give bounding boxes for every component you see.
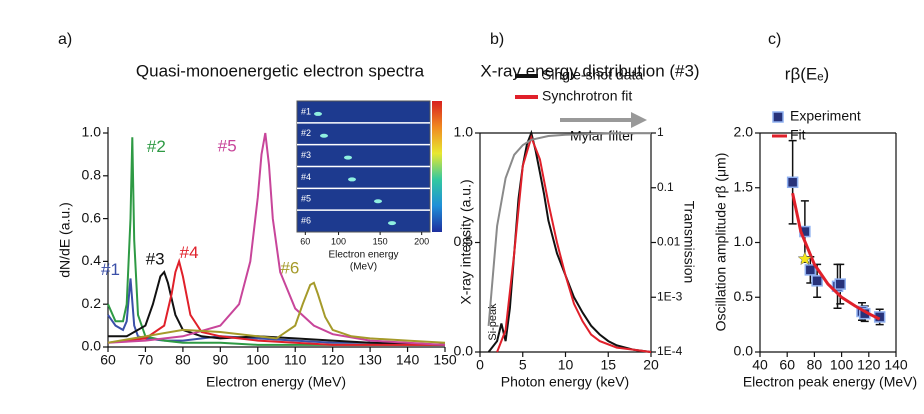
inset-row-label: #2 [301,128,311,138]
y-tick-label: 0.5 [454,233,474,249]
y2-axis-label: Transmission [681,201,697,284]
inset-row-label: #6 [301,215,311,225]
legend-label: Single-shot data [542,67,643,83]
series-label: #1 [101,260,120,279]
inset-spot [388,221,396,225]
legend-swatch [773,112,783,122]
x-tick-label: 100 [246,352,270,368]
x-tick-label: 130 [358,352,382,368]
legend-label: Fit [790,127,806,143]
y-tick-label: 1.0 [454,124,474,140]
x-tick-label: 20 [643,357,659,373]
series-line [108,261,445,345]
x-tick-label: 70 [138,352,154,368]
inset-spot [344,156,352,160]
y-tick-label: 0.0 [734,343,754,359]
inset-x-tick-label: 150 [373,236,388,246]
inset-row-label: #4 [301,172,311,182]
panel-label: c) [768,31,781,48]
x-tick-label: 80 [807,357,823,373]
data-point [812,276,822,286]
series-label: #5 [218,136,237,155]
data-point [835,279,845,289]
chart-title: rβ(Eₑ) [785,64,829,83]
inset-x-tick-label: 60 [300,236,310,246]
inset-spot [348,177,356,181]
x-tick-label: 60 [779,357,795,373]
series-line [489,133,651,352]
y2-tick-label: 1E-4 [657,344,683,358]
data-point [788,177,798,187]
inset-x-label: (MeV) [350,262,377,273]
x-tick-label: 120 [857,357,881,373]
y-tick-label: 1.0 [734,233,754,249]
colorbar [432,101,442,232]
y-tick-label: 0.4 [82,252,102,268]
inset-spot [314,112,322,116]
x-tick-label: 15 [600,357,616,373]
panel-label: a) [58,31,72,48]
y-tick-label: 0.2 [82,295,102,311]
inset-spot [374,199,382,203]
inset-x-tick-label: 200 [414,236,429,246]
annotation-arrowhead [631,112,647,128]
y-tick-label: 0.0 [454,343,474,359]
series-label: #6 [280,258,299,277]
series-label: #4 [180,243,199,262]
x-axis-label: Electron peak energy (MeV) [743,374,917,390]
x-tick-label: 0 [476,357,484,373]
y-tick-label: 1.5 [734,178,754,194]
y2-tick-label: 1E-3 [657,289,683,303]
series-label: #3 [146,250,165,269]
y-tick-label: 0.6 [82,209,102,225]
x-tick-label: 10 [558,357,574,373]
x-tick-label: 120 [321,352,345,368]
y2-tick-label: 0.1 [657,180,674,194]
y-tick-label: 0.5 [734,288,754,304]
y-tick-label: 0.8 [82,167,102,183]
inset-row-label: #3 [301,150,311,160]
inset-x-tick-label: 100 [331,236,346,246]
series-label: #2 [147,137,166,156]
y2-tick-label: 0.01 [657,235,681,249]
inset-x-label: Electron energy [328,250,398,261]
y-tick-label: 1.0 [82,124,102,140]
legend-label: Synchrotron fit [542,88,632,104]
x-tick-label: 90 [213,352,229,368]
x-tick-label: 5 [519,357,527,373]
x-tick-label: 100 [830,357,854,373]
chart-title: Quasi-monoenergetic electron spectra [136,61,425,80]
x-axis-label: Photon energy (keV) [501,374,629,390]
x-tick-label: 140 [396,352,420,368]
legend-label: Experiment [790,108,861,124]
y-tick-label: 0.0 [82,338,102,354]
y-axis-label: Oscillation amplitude rβ (μm) [713,153,729,332]
x-axis-label: Electron energy (MeV) [206,374,346,390]
annotation: Mylar filter [570,128,635,144]
x-tick-label: 40 [752,357,768,373]
x-tick-label: 110 [284,352,307,368]
data-point [805,265,815,275]
figure: a) Quasi-monoenergetic electron spectra El… [0,0,924,414]
inset-row-label: #5 [301,194,311,204]
x-tick-label: 80 [175,352,191,368]
series-line [108,283,445,343]
y2-tick-label: 1 [657,125,664,139]
panel-label: b) [490,31,504,48]
inset-row-label: #1 [301,106,311,116]
series-line [497,137,651,352]
inset-spot [320,134,328,138]
y-tick-label: 2.0 [734,124,754,140]
x-tick-label: 140 [884,357,908,373]
series-line [489,133,651,326]
x-tick-label: 60 [100,352,116,368]
y-axis-label: dN/dE (a.u.) [57,202,73,277]
